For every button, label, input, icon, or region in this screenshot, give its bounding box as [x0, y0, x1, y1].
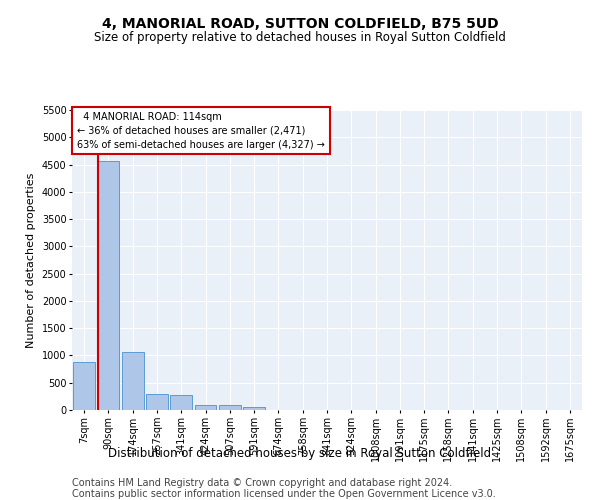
Bar — [170, 394, 192, 410]
Y-axis label: Number of detached properties: Number of detached properties — [26, 172, 36, 348]
Text: Contains public sector information licensed under the Open Government Licence v3: Contains public sector information licen… — [72, 489, 496, 499]
Bar — [243, 407, 265, 410]
Text: Distribution of detached houses by size in Royal Sutton Coldfield: Distribution of detached houses by size … — [109, 448, 491, 460]
Text: 4, MANORIAL ROAD, SUTTON COLDFIELD, B75 5UD: 4, MANORIAL ROAD, SUTTON COLDFIELD, B75 … — [101, 18, 499, 32]
Text: Contains HM Land Registry data © Crown copyright and database right 2024.: Contains HM Land Registry data © Crown c… — [72, 478, 452, 488]
Bar — [122, 352, 143, 410]
Bar — [73, 362, 95, 410]
Text: Size of property relative to detached houses in Royal Sutton Coldfield: Size of property relative to detached ho… — [94, 31, 506, 44]
Bar — [146, 394, 168, 410]
Bar — [219, 405, 241, 410]
Bar — [97, 160, 119, 410]
Text: 4 MANORIAL ROAD: 114sqm
← 36% of detached houses are smaller (2,471)
63% of semi: 4 MANORIAL ROAD: 114sqm ← 36% of detache… — [77, 112, 325, 150]
Bar — [194, 405, 217, 410]
